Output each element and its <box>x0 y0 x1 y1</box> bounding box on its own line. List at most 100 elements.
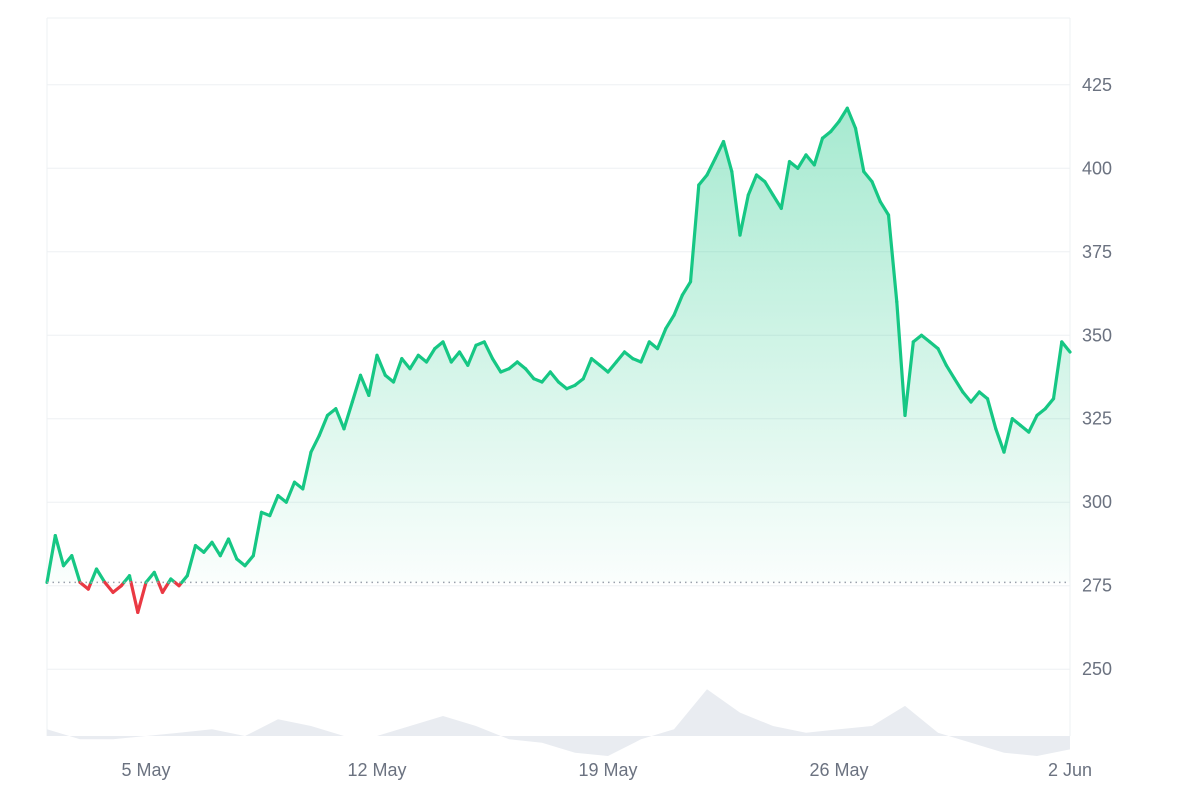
price-line-segment-up <box>466 343 478 367</box>
price-line-segment-up <box>334 407 346 431</box>
price-line-segment-up <box>961 390 973 404</box>
price-line-segment-up <box>457 350 470 367</box>
price-line-segment-up <box>235 557 247 568</box>
price-line-segment-up <box>218 537 231 558</box>
price-line <box>45 106 1072 615</box>
price-line-segment-up <box>449 350 462 364</box>
price-line-segment-up <box>416 353 429 364</box>
price-line-segment-up <box>853 126 866 174</box>
price-line-segment-up <box>928 340 940 351</box>
volume-area-shape <box>47 689 1070 756</box>
price-line-segment-up <box>375 353 387 377</box>
price-line-segment-up <box>598 363 610 374</box>
price-line-segment-up <box>268 494 280 518</box>
price-line-segment-up <box>787 160 800 170</box>
price-line-segment-up <box>589 357 602 367</box>
price-line-segment-up <box>936 347 948 367</box>
price-line-segment-up <box>424 347 437 364</box>
price-line-segment-up <box>301 450 313 491</box>
y-axis-ticks: 250 275 300 325 350 375 400 425 <box>1082 75 1112 679</box>
price-line-segment-down <box>129 580 140 615</box>
price-line-segment-up <box>647 340 660 351</box>
price-line-segment-up <box>919 333 932 344</box>
price-line-segment-up <box>152 570 160 585</box>
price-line-segment-up <box>796 153 808 170</box>
price-line-segment-up <box>408 353 420 371</box>
price-line-segment-up <box>969 390 981 404</box>
price-line-segment-up <box>738 193 750 237</box>
price-line-segment-up <box>367 353 379 397</box>
price-line-segment-up <box>1002 417 1014 454</box>
price-line-segment-up <box>383 373 396 384</box>
price-line-segment-up <box>664 313 676 331</box>
price-line-segment-up <box>515 360 528 371</box>
price-line-segment-up <box>1010 417 1023 427</box>
price-line-segment-up <box>61 554 74 568</box>
price-line-segment-up <box>276 494 288 504</box>
price-line-segment-up <box>490 357 503 374</box>
price-line-segment-up <box>705 156 717 177</box>
price-line-segment-up <box>342 400 354 431</box>
price-line-segment-up <box>895 300 907 417</box>
price-line-segment-up <box>1035 407 1047 417</box>
price-line-segment-up <box>193 543 206 554</box>
price-line-segment-up <box>581 357 594 381</box>
price-line-segment-up <box>70 554 82 585</box>
y-tick-label: 325 <box>1082 409 1112 429</box>
price-line-segment-up <box>1043 397 1056 411</box>
x-axis-ticks: 5 May 12 May 19 May 26 May 2 Jun <box>121 760 1092 780</box>
price-line-segment-up <box>251 510 264 558</box>
price-line-segment-up <box>185 543 198 578</box>
price-line-segment-up <box>812 136 825 167</box>
price-line-segment-up <box>886 213 899 304</box>
price-line-segment-up <box>622 350 635 361</box>
price-line-segment-up <box>845 106 858 130</box>
price-area-fill <box>47 108 1070 583</box>
price-line-segment-up <box>804 153 816 167</box>
price-line-segment-up <box>144 570 156 585</box>
price-line-segment-up <box>903 340 915 417</box>
price-line-segment-up <box>441 340 453 364</box>
price-line-segment-up <box>1051 340 1064 401</box>
price-line-segment-up <box>309 433 321 454</box>
price-line-segment-up <box>1018 423 1031 434</box>
price-line-segment-up <box>226 537 239 561</box>
x-tick-label: 12 May <box>347 760 406 780</box>
price-line-segment-up <box>820 129 833 140</box>
price-line-segment-up <box>358 373 371 397</box>
y-tick-label: 250 <box>1082 659 1112 679</box>
price-line-segment-up <box>994 427 1006 454</box>
price-line-segment-down <box>103 580 115 595</box>
price-line-segment-up <box>870 180 882 204</box>
price-line-segment-up <box>507 360 519 371</box>
price-line-segment-up <box>523 367 536 381</box>
price-line-segment-down <box>111 584 123 595</box>
price-area-shape <box>47 108 1070 583</box>
price-line-segment-up <box>672 293 684 317</box>
price-line-segment-up <box>540 370 552 384</box>
y-tick-label: 300 <box>1082 492 1112 512</box>
price-line-segment-up <box>325 407 338 417</box>
price-line-segment-down <box>136 580 148 615</box>
price-line-segment-up <box>878 200 891 217</box>
price-line-segment-up <box>688 183 701 284</box>
y-tick-label: 375 <box>1082 242 1112 262</box>
price-line-segment-up <box>400 357 412 371</box>
price-line-segment-up <box>433 340 445 351</box>
y-tick-label: 275 <box>1082 576 1112 596</box>
price-line-segment-up <box>243 554 255 568</box>
price-line-segment-up <box>573 377 585 387</box>
price-line-segment-up <box>53 533 66 568</box>
price-line-segment-up <box>680 280 693 297</box>
price-line-segment-up <box>655 327 668 351</box>
x-tick-label: 2 Jun <box>1048 760 1092 780</box>
price-line-segment-up <box>911 333 924 344</box>
price-line-segment-up <box>985 397 998 431</box>
price-line-segment-up <box>952 377 965 394</box>
price-line-segment-up <box>482 340 495 361</box>
price-line-segment-up <box>350 373 363 404</box>
price-line-segment-up <box>771 193 783 210</box>
price-line-segment-up <box>284 480 297 504</box>
price-line-segment-up <box>556 380 569 391</box>
